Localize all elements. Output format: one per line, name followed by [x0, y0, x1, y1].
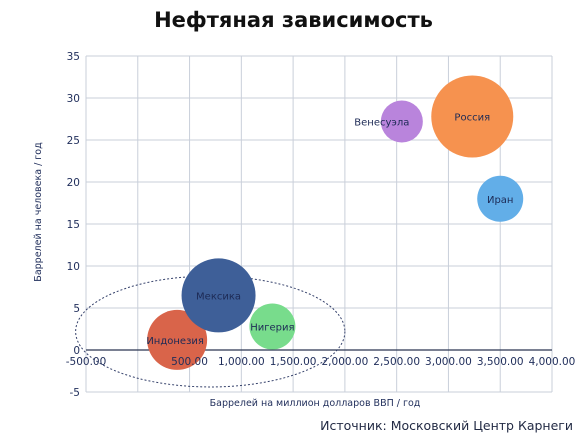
- tick-labels: -5 0 5 10 15 20 25 30 35 -500.00 500.00 1,000.00 1,5…: [66, 51, 576, 399]
- x-tick-label: 4,000.00: [529, 356, 576, 368]
- y-tick-label: -5: [70, 387, 80, 399]
- y-axis-label: Баррелей на человека / год: [33, 142, 44, 282]
- bubble: [181, 258, 256, 333]
- group-ellipse-layer: [75, 275, 346, 388]
- x-tick-label: -500.00: [66, 356, 107, 368]
- bubble-label: Россия: [454, 112, 490, 123]
- bubble: [477, 175, 524, 222]
- bubble-label: Венесуэла: [354, 118, 409, 129]
- y-tick-label: 15: [67, 219, 80, 231]
- x-tick-label: 2,000.00: [322, 356, 369, 368]
- x-tick-label: 3,000.00: [425, 356, 472, 368]
- bubble: [431, 75, 514, 158]
- x-tick-label: 3,500.00: [477, 356, 524, 368]
- x-tick-label: 1,000.00: [218, 356, 265, 368]
- x-tick-label: 2,500.00: [373, 356, 420, 368]
- bubble-label: Нигерия: [250, 322, 294, 333]
- chart-title: Нефтяная зависимость: [154, 8, 433, 32]
- y-tick-label: 0: [73, 345, 80, 357]
- source-note: Источник: Московский Центр Карнеги: [320, 418, 573, 433]
- bubbles: Индонезия Мексика Нигерия Венесуэла Россия Ир…: [146, 75, 524, 370]
- y-tick-label: 10: [67, 261, 80, 273]
- y-tick-label: 25: [67, 135, 80, 147]
- bubble: [380, 100, 423, 143]
- x-axis-label: Баррелей на миллион долларов ВВП / год: [210, 398, 421, 409]
- y-tick-label: 20: [67, 177, 80, 189]
- x-tick-label: 500.00: [171, 356, 208, 368]
- group-ellipse: [75, 275, 346, 388]
- bubble: [147, 309, 208, 370]
- y-tick-label: 5: [73, 303, 80, 315]
- bubble-label: Индонезия: [146, 336, 204, 347]
- bubble-label: Иран: [487, 195, 514, 206]
- x-tick-label: 1,500.00: [270, 356, 317, 368]
- y-tick-label: 30: [67, 93, 80, 105]
- bubble: [249, 303, 296, 350]
- y-tick-label: 35: [67, 51, 80, 63]
- bubble-label: Мексика: [196, 291, 241, 302]
